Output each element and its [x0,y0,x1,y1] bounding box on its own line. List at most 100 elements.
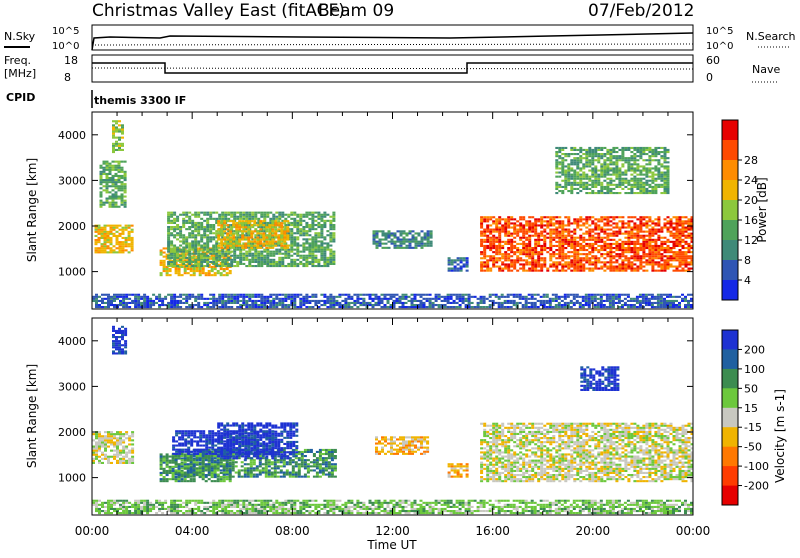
heatmap-cell [525,229,528,231]
heatmap-cell [546,270,549,272]
heatmap-cell [112,167,115,169]
heatmap-cell [654,257,657,259]
heatmap-cell [630,255,633,257]
heatmap-cell [549,241,552,243]
heatmap-cell [636,249,639,251]
heatmap-cell [537,300,540,302]
heatmap-cell [673,266,676,268]
heatmap-cell [588,161,591,163]
heatmap-cell [573,159,576,161]
heatmap-cell [618,302,621,304]
heatmap-cell [501,270,504,272]
heatmap-cell [555,263,558,265]
heatmap-cell [639,174,642,176]
heatmap-cell [353,300,356,302]
heatmap-cell [299,294,302,296]
heatmap-cell [418,243,421,245]
heatmap-cell [621,149,624,151]
heatmap-cell [504,263,507,265]
heatmap-cell [594,243,597,245]
heatmap-cell [185,216,188,218]
heatmap-cell [146,296,149,298]
heatmap-cell [570,247,573,249]
heatmap-cell [221,249,224,251]
heatmap-cell [585,186,588,188]
heatmap-cell [253,245,256,247]
heatmap-cell [522,306,525,308]
heatmap-cell [385,232,388,234]
heatmap-cell [667,259,670,261]
heatmap-cell [660,229,663,231]
heatmap-cell [224,214,227,216]
heatmap-cell [615,157,618,159]
heatmap-cell [522,237,525,239]
heatmap-cell [332,218,335,220]
heatmap-cell [567,233,570,235]
heatmap-cell [624,192,627,194]
heatmap-cell [648,167,651,169]
heatmap-cell [188,226,191,228]
heatmap-cell [609,163,612,165]
heatmap-cell [200,236,203,238]
heatmap-cell [588,239,591,241]
heatmap-cell [128,237,131,239]
heatmap-cell [654,247,657,249]
heatmap-cell [106,163,109,165]
heatmap-cell [561,247,564,249]
heatmap-cell [402,302,405,304]
heatmap-cell [609,159,612,161]
heatmap-cell [170,257,173,259]
heatmap-cell [268,232,271,234]
heatmap-cell [579,161,582,163]
heatmap-cell [233,294,236,296]
heatmap-cell [278,218,281,220]
heatmap-cell [615,184,618,186]
heatmap-cell [411,306,414,308]
heatmap-cell [203,298,206,300]
heatmap-cell [667,165,670,167]
heatmap-cell [540,259,543,261]
heatmap-cell [125,243,128,245]
heatmap-cell [296,216,299,218]
heatmap-cell [269,259,272,261]
heatmap-cell [317,222,320,224]
heatmap-cell [251,302,254,304]
heatmap-cell [609,178,612,180]
heatmap-cell [194,236,197,238]
heatmap-cell [609,157,612,159]
heatmap-cell [453,294,456,296]
heatmap-cell [579,229,582,231]
heatmap-cell [281,302,284,304]
heatmap-cell [254,249,257,251]
heatmap-cell [373,237,376,239]
heatmap-cell [516,224,519,226]
heatmap-cell [660,253,663,255]
heatmap-cell [633,229,636,231]
heatmap-cell [182,261,185,263]
heatmap-cell [667,180,670,182]
heatmap-cell [570,237,573,239]
heatmap-cell [561,163,564,165]
heatmap-cell [101,237,104,239]
heatmap-cell [329,240,332,242]
heatmap-cell [143,296,146,298]
heatmap-cell [534,247,537,249]
heatmap-cell [194,253,197,255]
heatmap-cell [534,245,537,247]
heatmap-cell [221,263,224,265]
heatmap-cell [373,241,376,243]
heatmap-cell [540,270,543,272]
heatmap-cell [113,304,116,306]
heatmap-cell [627,245,630,247]
heatmap-cell [382,239,385,241]
heatmap-cell [405,306,408,308]
heatmap-cell [579,237,582,239]
heatmap-cell [293,232,296,234]
heatmap-cell [612,294,615,296]
heatmap-cell [525,263,528,265]
heatmap-cell [296,265,299,267]
heatmap-cell [624,147,627,149]
heatmap-cell [615,222,618,224]
heatmap-cell [311,296,314,298]
heatmap-cell [188,259,191,261]
